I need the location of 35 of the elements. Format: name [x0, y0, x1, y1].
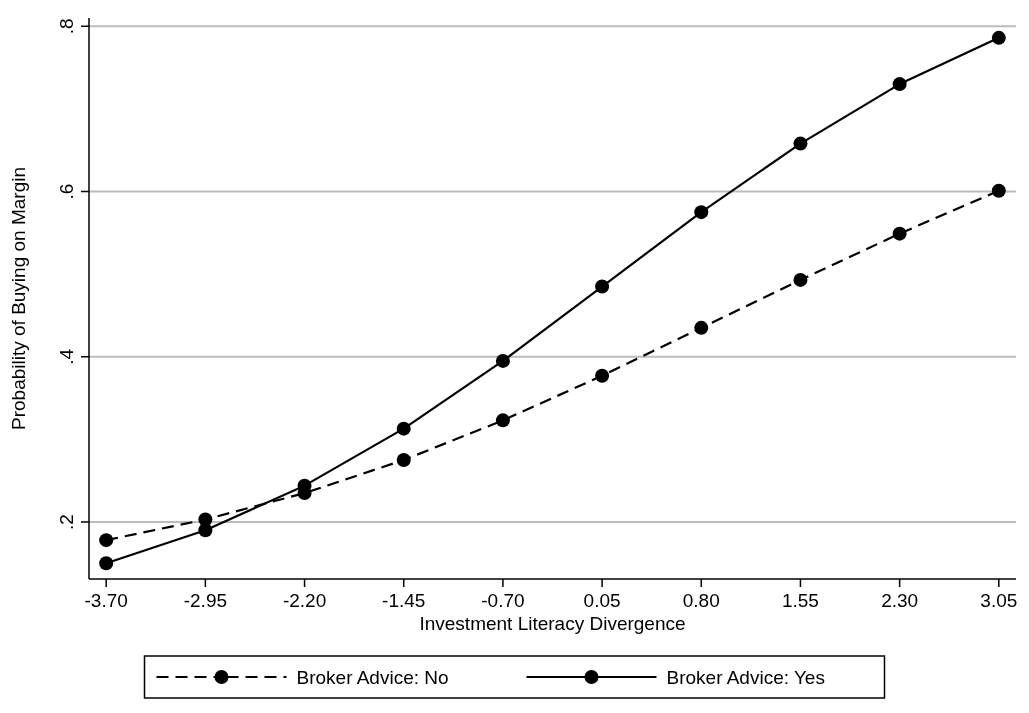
x-tick-label: -2.95 [183, 590, 228, 611]
point [793, 272, 808, 287]
x-tick-label: 3.05 [980, 590, 1018, 611]
legend-label: Broker Advice: Yes [666, 667, 825, 688]
y-tick-label: .4 [56, 348, 77, 365]
point [892, 77, 907, 92]
x-tick-label: 1.55 [781, 590, 819, 611]
y-tick-label: .6 [56, 183, 77, 200]
point [892, 226, 907, 241]
point [991, 183, 1006, 198]
y-tick-label: .8 [56, 18, 77, 35]
x-tick-label: -2.20 [282, 590, 327, 611]
y-axis-title: Probability of Buying on Margin [8, 167, 29, 430]
x-tick-label: -1.45 [382, 590, 426, 611]
point [99, 556, 114, 571]
x-tick-label: -3.70 [84, 590, 128, 611]
point [595, 279, 610, 294]
point [793, 136, 808, 151]
x-axis-title: Investment Literacy Divergence [419, 613, 686, 634]
x-tick-label: 2.30 [881, 590, 919, 611]
y-tick-label: .2 [56, 514, 77, 530]
point [396, 453, 411, 468]
point [495, 413, 510, 428]
point [991, 30, 1006, 45]
point [198, 523, 213, 538]
point [694, 320, 709, 335]
point [495, 353, 510, 368]
point [99, 533, 114, 548]
point [595, 368, 610, 383]
x-tick-label: 0.80 [682, 590, 720, 611]
point [396, 421, 411, 436]
legend-label: Broker Advice: No [296, 667, 449, 688]
x-tick-label: 0.05 [583, 590, 621, 611]
point [694, 205, 709, 220]
x-tick-label: -0.70 [481, 590, 525, 611]
